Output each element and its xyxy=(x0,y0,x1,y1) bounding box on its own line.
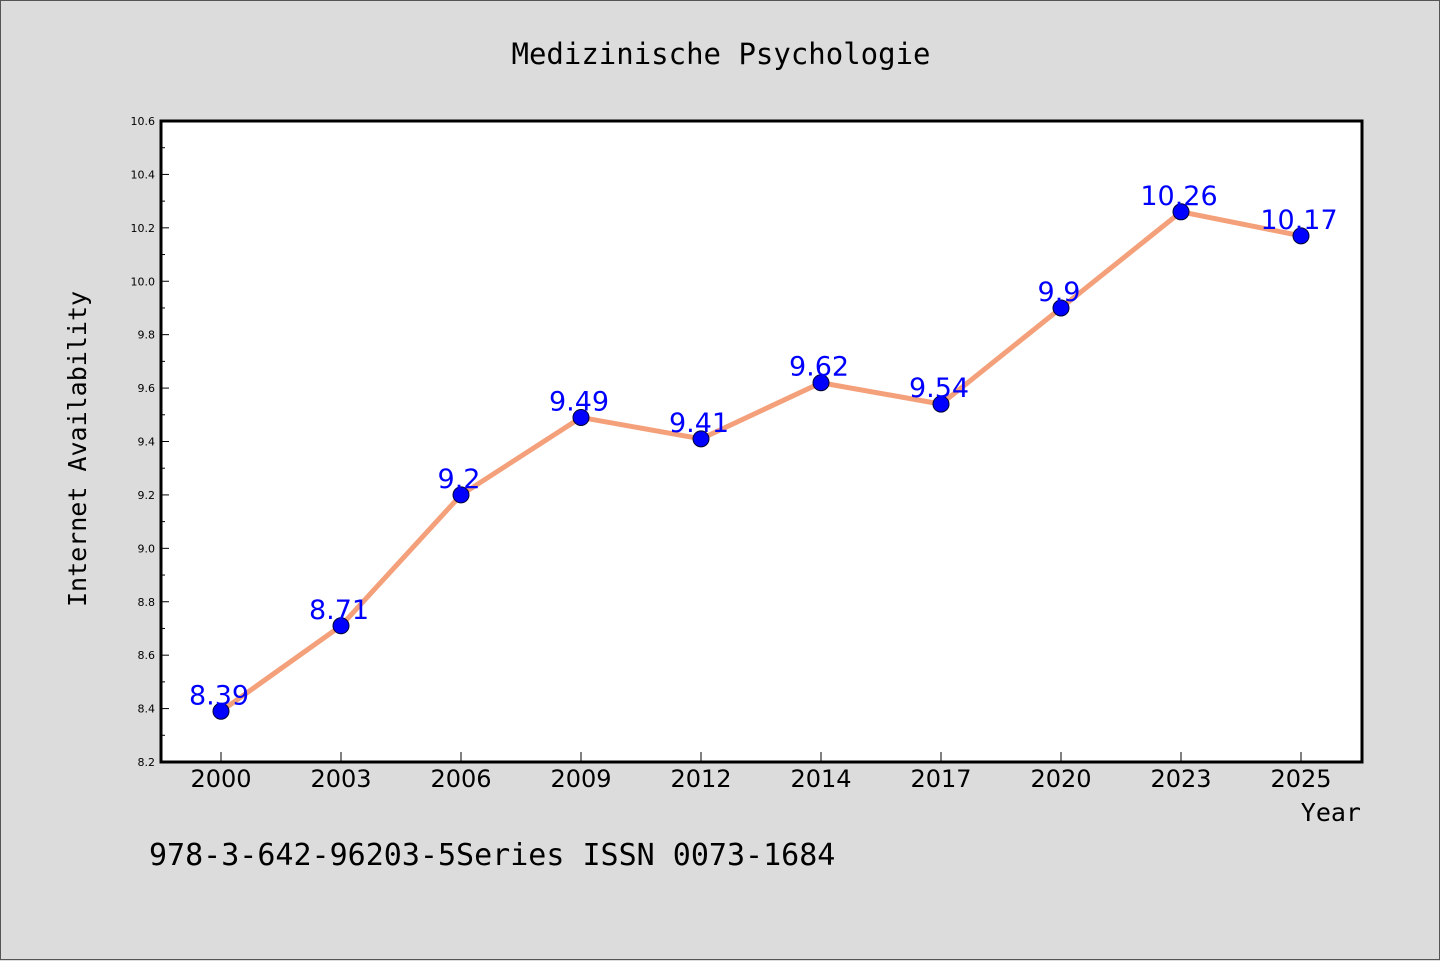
chart-title: Medizinische Psychologie xyxy=(511,37,930,71)
data-point xyxy=(1292,227,1310,245)
x-tick-label: 2006 xyxy=(430,765,491,793)
x-tick-label: 2017 xyxy=(910,765,971,793)
x-tick-label: 2003 xyxy=(310,765,371,793)
y-axis: 8.2 8.4 8.6 8.8 9.0 9.2 9.4 9.6 9.8 10.0 10.2 10.4 1… xyxy=(131,115,169,769)
y-tick-label: 8.6 xyxy=(138,649,156,662)
data-point xyxy=(212,702,230,720)
data-point xyxy=(572,408,590,426)
x-tick-label: 2020 xyxy=(1030,765,1091,793)
x-axis: 2000 2003 2006 2009 2012 2014 2017 2020 2023 2025 xyxy=(190,752,1332,793)
data-label: 10.17 xyxy=(1260,205,1337,236)
data-label: 10.26 xyxy=(1140,181,1217,212)
data-labels: 8.39 8.71 9.2 9.49 9.41 9.62 9.54 9.9 10.26 10.17 xyxy=(189,181,1338,711)
data-point xyxy=(812,374,830,392)
y-tick-label: 9.8 xyxy=(138,329,156,342)
y-tick-label: 9.0 xyxy=(138,542,156,555)
data-label: 9.49 xyxy=(549,386,609,417)
data-point xyxy=(1052,299,1070,317)
y-tick-label: 8.2 xyxy=(138,756,156,769)
y-tick-label: 9.4 xyxy=(138,436,156,449)
data-label: 8.39 xyxy=(189,680,249,711)
data-label: 8.71 xyxy=(309,595,369,626)
y-tick-label: 10.4 xyxy=(131,168,156,181)
series-markers xyxy=(212,203,1310,720)
y-tick-label: 8.8 xyxy=(138,596,156,609)
x-tick-label: 2023 xyxy=(1150,765,1211,793)
data-point xyxy=(692,430,710,448)
y-tick-label: 10.2 xyxy=(131,222,156,235)
data-point xyxy=(1172,203,1190,221)
series-line xyxy=(219,209,1302,714)
data-point xyxy=(452,486,470,504)
x-axis-label: Year xyxy=(1301,798,1361,827)
x-tick-label: 2009 xyxy=(550,765,611,793)
y-tick-label: 10.0 xyxy=(131,275,156,288)
x-tick-label: 2025 xyxy=(1270,765,1331,793)
y-tick-label: 9.6 xyxy=(138,382,156,395)
y-tick-label: 8.4 xyxy=(138,703,156,716)
x-tick-label: 2014 xyxy=(790,765,851,793)
y-tick-label: 9.2 xyxy=(138,489,156,502)
data-label: 9.54 xyxy=(909,373,969,404)
y-tick-label: 10.6 xyxy=(131,115,156,128)
y-axis-label: Internet Availability xyxy=(63,291,92,607)
data-point xyxy=(932,395,950,413)
footer-isbn-issn: 978-3-642-96203-5Series ISSN 0073-1684 xyxy=(149,838,835,873)
x-tick-label: 2000 xyxy=(190,765,251,793)
data-label: 9.9 xyxy=(1038,277,1081,308)
x-tick-label: 2012 xyxy=(670,765,731,793)
data-point xyxy=(332,617,350,635)
data-label: 9.41 xyxy=(669,408,729,439)
data-label: 9.2 xyxy=(438,464,481,495)
data-label: 9.62 xyxy=(789,352,849,383)
